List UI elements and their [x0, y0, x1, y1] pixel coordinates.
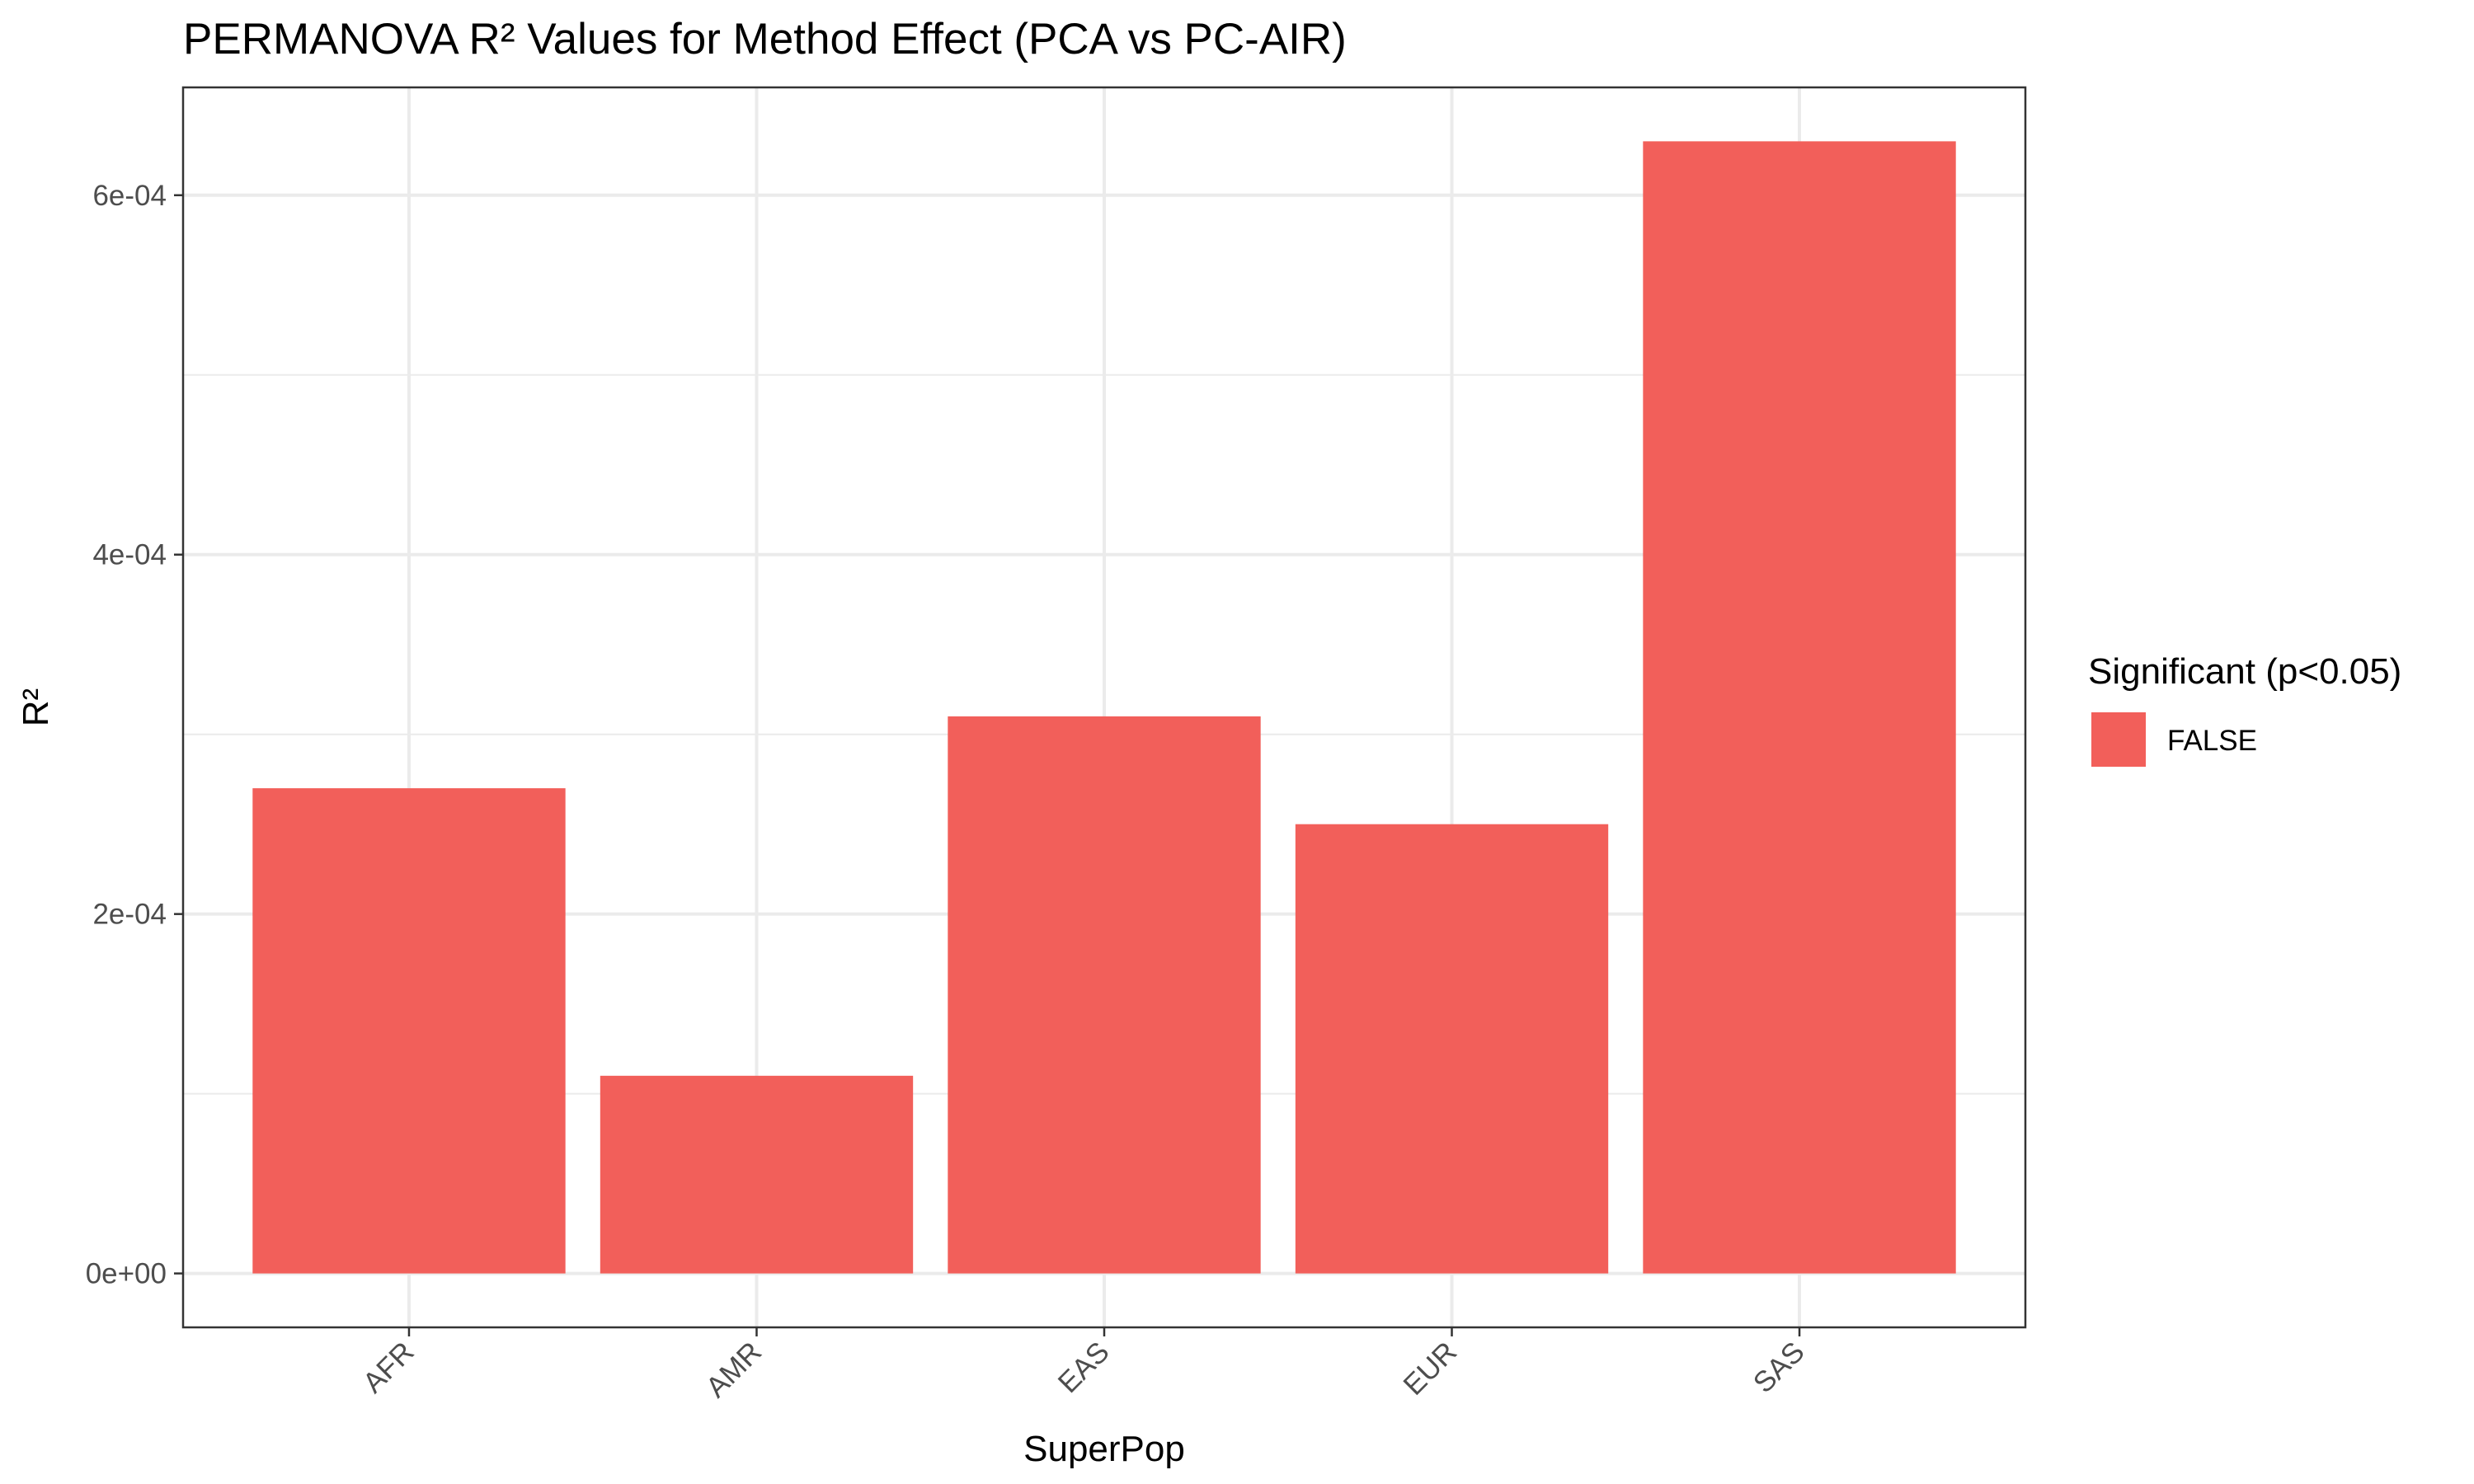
x-tick-label: SAS — [1747, 1336, 1811, 1399]
bar-afr — [252, 788, 565, 1274]
x-axis: AFR AMR EAS EUR SAS — [357, 1327, 1811, 1404]
bar-amr — [600, 1076, 913, 1274]
legend-key-false — [2091, 712, 2146, 767]
bar-sas — [1643, 141, 1955, 1273]
y-tick-label: 6e-04 — [92, 180, 167, 212]
x-tick-label: EAS — [1052, 1336, 1116, 1399]
x-tick-label: EUR — [1397, 1336, 1463, 1402]
legend-title: Significant (p<0.05) — [2088, 651, 2401, 692]
y-tick-label: 2e-04 — [92, 899, 167, 931]
legend-label-false: FALSE — [2167, 725, 2257, 757]
chart-title: PERMANOVA R² Values for Method Effect (P… — [183, 15, 1347, 63]
y-tick-label: 0e+00 — [86, 1258, 167, 1290]
legend: Significant (p<0.05) FALSE — [2088, 651, 2401, 767]
bar-eur — [1296, 824, 1608, 1274]
y-axis: 0e+00 2e-04 4e-04 6e-04 — [86, 180, 183, 1290]
y-tick-label: 4e-04 — [92, 539, 167, 571]
y-axis-title: R² — [16, 688, 56, 726]
x-tick-label: AMR — [700, 1336, 769, 1404]
x-tick-label: AFR — [357, 1336, 421, 1399]
bar-eas — [948, 716, 1260, 1274]
x-axis-title: SuperPop — [1023, 1429, 1185, 1469]
